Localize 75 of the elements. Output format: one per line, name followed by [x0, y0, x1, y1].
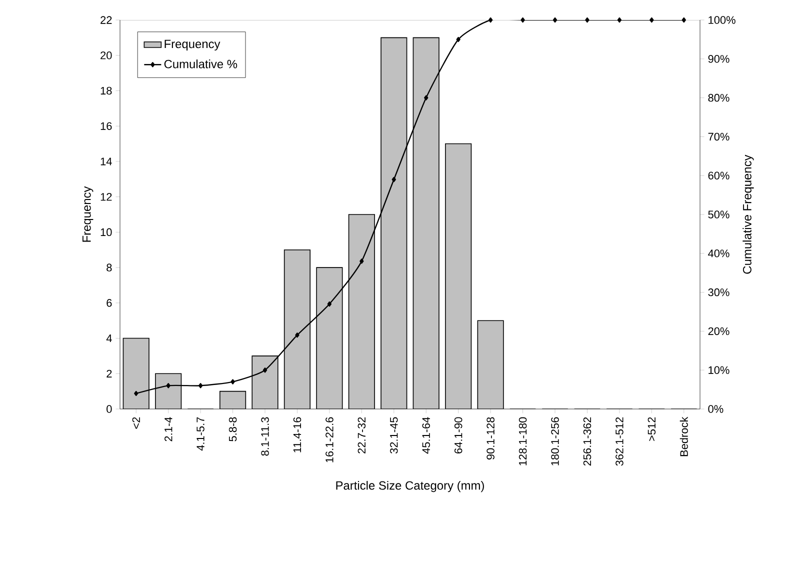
y2-tick-label: 10%: [708, 366, 730, 374]
x-tick-label: 180.1-256: [551, 417, 559, 466]
bar: [380, 37, 408, 409]
bar: [284, 249, 311, 409]
y-tick-label: 16: [100, 122, 112, 130]
y-tick-label: 10: [100, 228, 112, 236]
legend-label: Cumulative %: [164, 60, 238, 68]
point: [682, 17, 686, 23]
point: [262, 368, 268, 373]
point: [392, 176, 396, 182]
y2-tick-label: 80%: [708, 94, 730, 102]
y-tick-label: 20: [100, 51, 112, 60]
y-tick-label: 6: [106, 299, 112, 307]
y2-axis-title: Cumulative Frequency: [742, 154, 754, 274]
point: [552, 17, 558, 23]
bar: [122, 338, 150, 409]
x-tick-label: Bedrock: [680, 416, 688, 456]
bar: [445, 143, 472, 409]
y-tick-label: 18: [100, 86, 112, 95]
point: [360, 258, 364, 264]
x-tick-label: 90.1-128: [486, 417, 494, 460]
y2-tick-label: 0%: [708, 405, 724, 413]
point: [198, 383, 203, 388]
y-tick-label: 4: [106, 334, 112, 342]
y2-tick-label: 50%: [708, 210, 730, 218]
y-tick-label: 14: [100, 158, 112, 166]
point: [617, 17, 622, 23]
bar: [219, 390, 246, 409]
y2-tick-label: 30%: [708, 288, 730, 296]
y2-tick-label: 60%: [708, 172, 730, 180]
point: [295, 332, 300, 338]
bar: [477, 320, 504, 409]
y2-tick-label: 20%: [708, 327, 730, 336]
point: [585, 17, 590, 23]
x-tick-label: 256.1-362: [583, 417, 592, 466]
bar: [155, 373, 182, 409]
point: [424, 95, 428, 100]
y-axis-title: Frequency: [82, 186, 94, 242]
x-tick-label: 11.4-16: [293, 417, 302, 452]
point: [327, 301, 332, 307]
x-tick-label: >512: [648, 417, 656, 441]
legend-label: Frequency: [164, 40, 220, 51]
bar: [348, 214, 375, 409]
x-axis-title: Particle Size Category (mm): [336, 480, 484, 492]
point: [520, 17, 525, 23]
x-tick-label: 362.1-512: [616, 417, 624, 466]
point: [166, 383, 170, 388]
point: [650, 17, 654, 23]
x-tick-label: 4.1-5.7: [196, 417, 204, 451]
y2-tick-label: 70%: [708, 132, 730, 141]
y2-tick-label: 100%: [708, 16, 736, 24]
y-tick-label: 2: [106, 370, 112, 378]
point: [456, 36, 460, 42]
y-tick-label: 8: [106, 264, 112, 272]
x-tick-label: 8.1-11.3: [261, 417, 269, 456]
x-tick-label: 32.1-45: [390, 417, 398, 454]
x-tick-label: 64.1-90: [454, 417, 462, 454]
point: [134, 390, 138, 396]
x-tick-label: 2.1-4: [164, 417, 172, 442]
y2-tick-label: 90%: [708, 55, 730, 63]
y2-tick-label: 40%: [708, 250, 730, 258]
x-tick-label: 16.1-22.6: [326, 417, 334, 462]
x-tick-label: <2: [132, 417, 140, 429]
y-tick-label: 12: [100, 193, 112, 201]
x-tick-label: 128.1-180: [518, 417, 527, 466]
point: [230, 379, 235, 384]
y-tick-label: 0: [106, 405, 112, 413]
x-tick-label: 45.1-64: [422, 417, 430, 454]
y-tick-label: 22: [100, 16, 112, 24]
bar: [252, 356, 278, 409]
x-tick-label: 5.8-8: [228, 417, 237, 442]
bar: [412, 37, 440, 409]
bar: [316, 267, 343, 409]
point: [488, 17, 493, 23]
x-tick-label: 22.7-32: [358, 417, 366, 454]
